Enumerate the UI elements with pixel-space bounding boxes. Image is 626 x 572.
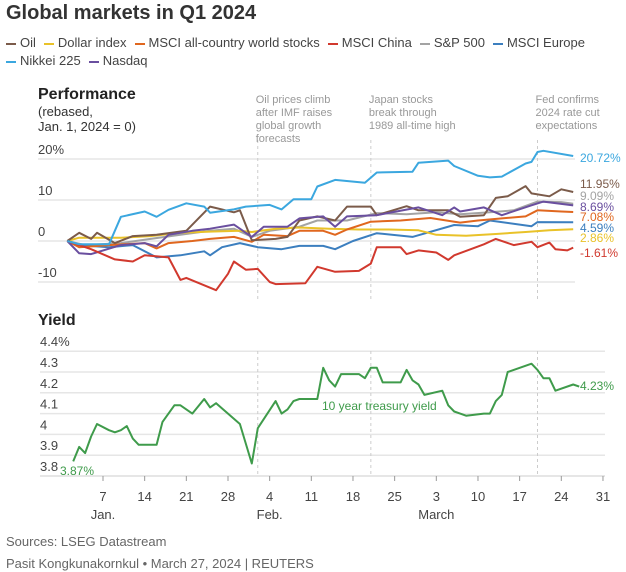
end-value-label: 4.23% (580, 379, 614, 393)
annotation-text: Fed confirms (535, 94, 599, 106)
x-tick-label: 7 (99, 489, 106, 504)
legend-label: Nasdaq (102, 53, 148, 68)
legend-item: MSCI Europe (492, 34, 585, 52)
x-tick-label: 10 (471, 489, 485, 504)
y-tick-label: 0 (38, 224, 45, 239)
x-tick-label: 18 (346, 489, 360, 504)
x-tick-label: 25 (387, 489, 401, 504)
chart-title: Global markets in Q1 2024 (6, 2, 257, 24)
legend-item: Oil (6, 34, 36, 52)
sources: Sources: LSEG Datastream (6, 534, 167, 549)
x-tick-label: 21 (179, 489, 193, 504)
x-tick-label: 28 (221, 489, 235, 504)
annotation-text: forecasts (256, 133, 301, 145)
annotation-text: 2024 rate cut (535, 107, 599, 119)
end-value-label: -1.61% (580, 246, 618, 260)
end-value-label: 11.95% (580, 177, 620, 191)
x-tick-label: 4 (266, 489, 273, 504)
y-tick-label: 4.3 (40, 355, 58, 370)
x-tick-label: 31 (596, 489, 610, 504)
legend: Oil Dollar index MSCI all-country world st… (6, 34, 606, 70)
annotation-text: expectations (535, 120, 597, 132)
x-tick-label: 17 (512, 489, 526, 504)
legend-swatch (6, 42, 16, 45)
annotation-text: global growth (256, 120, 321, 132)
y-tick-label: -10 (38, 265, 57, 280)
legend-item: S&P 500 (419, 34, 485, 52)
end-value-label: 20.72% (580, 151, 621, 165)
y-tick-label: 10 (38, 183, 52, 198)
end-value-label: 9.09% (580, 189, 614, 203)
legend-item: Dollar index (43, 34, 127, 52)
month-label: Jan. (91, 507, 116, 522)
month-label: Feb. (257, 507, 283, 522)
legend-item: MSCI all-country world stocks (134, 34, 320, 52)
performance-title: Performance (38, 86, 136, 103)
y-tick-label: 3.9 (40, 438, 58, 453)
annotation-text: break through (369, 107, 437, 119)
x-tick-label: 14 (137, 489, 151, 504)
legend-label: Dollar index (57, 35, 127, 50)
legend-swatch (492, 42, 503, 45)
legend-swatch (43, 42, 54, 45)
y-tick-label: 3.8 (40, 459, 58, 474)
x-tick-label: 11 (305, 489, 319, 504)
annotation-text: Oil prices climb (256, 94, 331, 106)
legend-item: Nikkei 225 (6, 52, 81, 70)
x-tick-label: 24 (554, 489, 568, 504)
legend-item: MSCI China (327, 34, 412, 52)
y-tick-label: 4 (40, 417, 47, 432)
start-value-label: 3.87% (60, 464, 94, 478)
end-value-label: 8.69% (580, 200, 614, 214)
legend-swatch (419, 42, 430, 45)
legend-label: MSCI China (341, 35, 412, 50)
series-line-nasdaq (66, 200, 574, 256)
performance-subtitle-2: Jan. 1, 2024 = 0) (38, 119, 136, 134)
end-value-label: 4.59% (580, 221, 614, 235)
y-tick-label: 20% (38, 142, 64, 157)
y-tick-label: 4.1 (40, 397, 58, 412)
legend-swatch (6, 60, 16, 63)
legend-label: Oil (20, 35, 36, 50)
end-value-label: 7.08% (580, 210, 614, 224)
y-tick-label: 4.4% (40, 334, 70, 349)
annotation-text: after IMF raises (256, 107, 333, 119)
performance-subtitle-1: (rebased, (38, 104, 93, 119)
series-line-msci-all-country-world-stocks (66, 209, 574, 250)
series-line-msci-china (66, 237, 574, 292)
byline: Pasit Kongkunakornkul • March 27, 2024 |… (6, 556, 314, 571)
y-tick-label: 4.2 (40, 376, 58, 391)
legend-swatch (134, 42, 145, 45)
yield-title: Yield (38, 312, 76, 329)
legend-item: Nasdaq (88, 52, 148, 70)
legend-label: MSCI all-country world stocks (148, 35, 320, 50)
legend-swatch (88, 60, 99, 63)
series-line-s-p-500 (67, 200, 574, 247)
legend-label: MSCI Europe (506, 35, 585, 50)
month-label: March (418, 507, 454, 522)
legend-label: Nikkei 225 (20, 53, 81, 68)
annotation-text: 1989 all-time high (369, 120, 456, 132)
legend-swatch (327, 42, 338, 45)
end-value-label: 2.86% (580, 231, 614, 245)
x-tick-label: 3 (433, 489, 440, 504)
legend-label: S&P 500 (433, 35, 485, 50)
annotation-text: Japan stocks (369, 94, 434, 106)
series-line-nikkei-225 (67, 149, 574, 246)
yield-line (72, 362, 580, 465)
series-label: 10 year treasury yield (322, 399, 437, 413)
